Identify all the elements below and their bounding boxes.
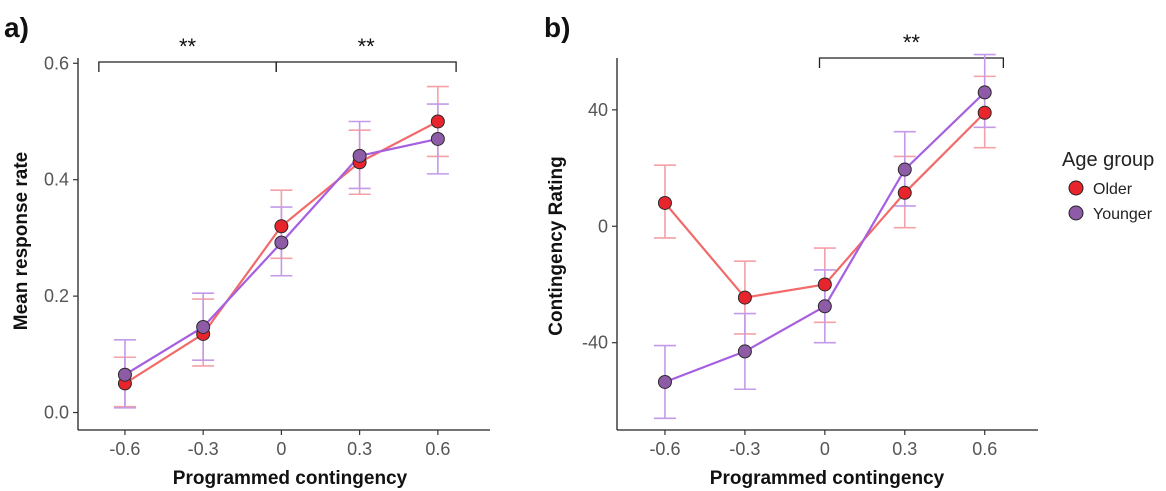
panel-a-point-older: [430, 114, 445, 129]
panel-a: a) -0.6 -0.3 0 0.3 0.6 0.0 0.2 0.4 0.6 ** ** Progr…: [4, 12, 490, 489]
panel-b-y-tick-label: -40: [582, 333, 608, 353]
panel-b-significance-label: **: [903, 30, 921, 55]
panel-a-y-tick-label: 0.0: [44, 403, 69, 423]
panel-b-point-younger: [657, 374, 672, 389]
panel-b-x-tick-label: 0: [820, 439, 830, 459]
panel-a-x-tick-label: -0.6: [109, 439, 140, 459]
panel-b-point-older: [817, 277, 832, 292]
panel-a-significance-bracket: [275, 61, 457, 72]
legend-label-older: Older: [1093, 181, 1133, 198]
panel-a-x-tick-label: -0.3: [188, 439, 219, 459]
panel-a-y-tick-label: 0.4: [44, 170, 69, 190]
panel-b-x-tick-label: 0.6: [972, 439, 997, 459]
panel-b-label: b): [544, 12, 570, 43]
panel-b-point-older: [897, 185, 912, 200]
legend: Age group Older Younger: [1062, 149, 1154, 223]
panel-b-x-axis-title: Programmed contingency: [710, 468, 945, 489]
panel-a-y-axis-title: Mean response rate: [11, 152, 32, 330]
panel-a-significance-label: **: [358, 34, 376, 59]
legend-title: Age group: [1062, 149, 1154, 171]
legend-key-older: [1068, 180, 1084, 196]
panel-b-point-older: [657, 195, 672, 210]
panel-a-y-tick-label: 0.6: [44, 53, 69, 73]
panel-b: b) -0.6 -0.3 0 0.3 0.6 -40 0 40 ** Programmed co…: [544, 12, 1038, 489]
panel-b-significance-bracket: [818, 57, 1005, 68]
panel-a-significance-label: **: [179, 34, 197, 59]
panel-a-point-younger: [352, 148, 367, 163]
panel-a-point-younger: [117, 367, 132, 382]
panel-b-y-tick-label: 40: [588, 100, 608, 120]
panel-b-point-older: [737, 290, 752, 305]
panel-a-x-tick-label: 0.3: [347, 439, 372, 459]
panel-b-point-older: [977, 105, 992, 120]
panel-a-x-tick-label: 0: [276, 439, 286, 459]
panel-a-y-tick-label: 0.2: [44, 286, 69, 306]
panel-a-point-older: [274, 219, 289, 234]
panel-b-x-tick-label: -0.3: [729, 439, 760, 459]
panel-a-label: a): [4, 12, 29, 43]
panel-b-x-tick-label: 0.3: [892, 439, 917, 459]
panel-b-point-younger: [977, 85, 992, 100]
legend-label-younger: Younger: [1093, 206, 1153, 223]
panel-a-point-younger: [430, 131, 445, 146]
panel-a-x-tick-label: 0.6: [425, 439, 450, 459]
panel-a-significance-bracket: [98, 61, 277, 72]
panel-b-y-tick-label: 0: [598, 216, 608, 236]
panel-a-point-younger: [274, 235, 289, 250]
panel-a-x-axis-title: Programmed contingency: [173, 468, 408, 489]
panel-a-point-younger: [196, 319, 211, 334]
panel-b-point-younger: [737, 344, 752, 359]
panel-b-point-younger: [817, 299, 832, 314]
panel-b-x-tick-label: -0.6: [649, 439, 680, 459]
panel-b-point-younger: [897, 162, 912, 177]
panel-b-y-axis-title: Contingency Rating: [546, 156, 567, 335]
legend-key-younger: [1068, 205, 1084, 221]
